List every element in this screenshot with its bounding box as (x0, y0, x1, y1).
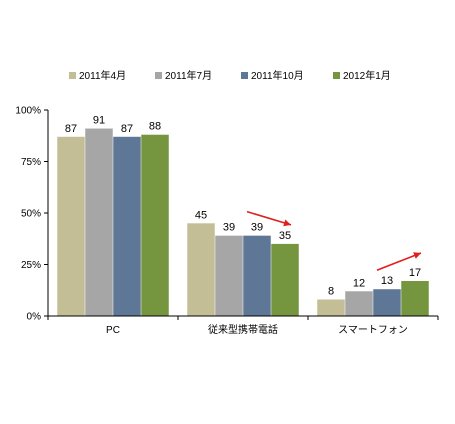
value-label-0-2: 87 (121, 123, 133, 135)
y-tick-label-3: 75% (21, 157, 41, 168)
x-category-label-2: スマートフォン (338, 325, 408, 336)
value-label-1-2: 39 (251, 222, 263, 234)
value-label-2-2: 13 (381, 275, 393, 287)
annotations (246, 210, 422, 271)
legend-swatch-3 (333, 72, 340, 79)
y-axis: 0% 25% 50% 75% 100% (15, 106, 49, 323)
legend-label-0: 2011年4月 (79, 69, 126, 82)
x-category-label-0: PC (106, 325, 120, 336)
trend-arrow-0 (246, 210, 292, 227)
y-tick-label-1: 25% (21, 260, 41, 271)
value-label-2-1: 12 (353, 277, 365, 289)
bar-0-2 (113, 136, 141, 316)
bar-2-0 (317, 299, 345, 316)
value-labels: 87 91 87 88 45 39 39 35 8 12 13 17 (65, 115, 421, 298)
trend-arrow-1 (376, 252, 422, 271)
value-label-2-0: 8 (328, 286, 334, 298)
legend-label-1: 2011年7月 (165, 69, 212, 82)
x-axis: PC 従来型携帯電話 スマートフォン (47, 315, 439, 336)
y-tick-label-2: 50% (21, 209, 41, 220)
legend-label-2: 2011年10月 (251, 69, 304, 82)
legend-swatch-2 (241, 72, 248, 79)
value-label-1-3: 35 (279, 230, 291, 242)
value-label-2-3: 17 (409, 267, 421, 279)
legend-label-3: 2012年1月 (343, 69, 391, 82)
value-label-0-1: 91 (93, 115, 105, 127)
bar-0-0 (57, 136, 85, 316)
bar-1-2 (243, 235, 271, 316)
legend-swatch-0 (69, 72, 76, 79)
bar-1-3 (271, 243, 299, 316)
bar-2-1 (345, 291, 373, 316)
legend: 2011年4月 2011年7月 2011年10月 2012年1月 (69, 69, 391, 82)
bar-2-3 (401, 280, 429, 316)
bar-0-3 (141, 134, 169, 316)
x-category-label-1: 従来型携帯電話 (208, 323, 278, 336)
value-label-0-3: 88 (149, 121, 161, 133)
bar-1-0 (187, 223, 215, 316)
legend-swatch-1 (155, 72, 162, 79)
y-tick-label-4: 100% (15, 106, 41, 117)
bar-2-2 (373, 289, 401, 316)
bar-1-1 (215, 235, 243, 316)
value-label-1-0: 45 (195, 209, 207, 221)
bars (57, 128, 429, 316)
bar-0-1 (85, 128, 113, 316)
value-label-1-1: 39 (223, 222, 235, 234)
value-label-0-0: 87 (65, 123, 77, 135)
y-tick-label-0: 0% (27, 312, 42, 323)
